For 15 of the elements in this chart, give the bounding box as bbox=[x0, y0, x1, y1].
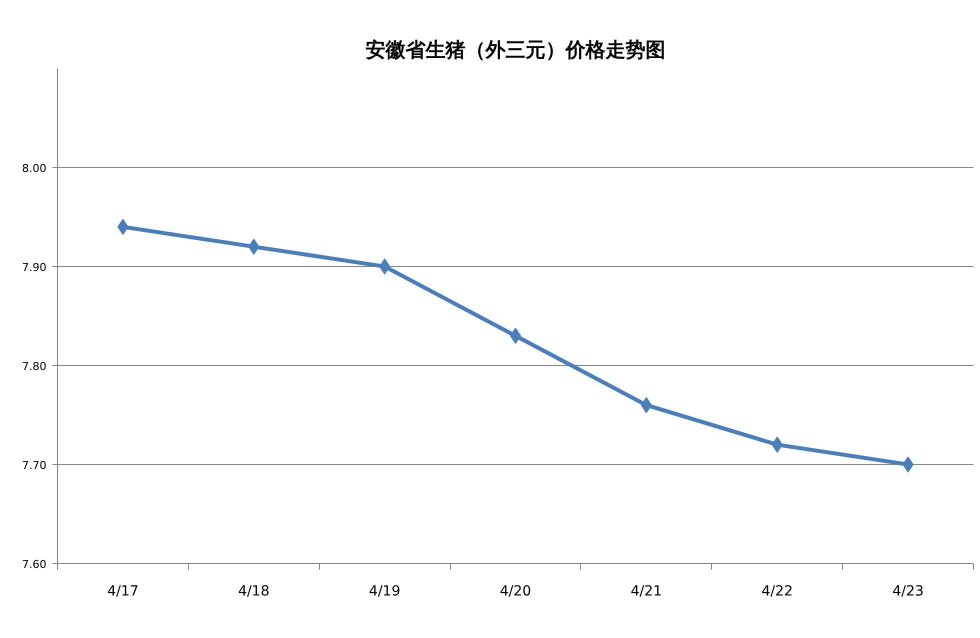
y-tick-label: 7.70 bbox=[22, 459, 47, 472]
x-tick-label: 4/22 bbox=[761, 584, 793, 600]
x-tick-label: 4/19 bbox=[368, 584, 400, 600]
x-tick-label: 4/18 bbox=[238, 584, 270, 600]
x-tick-label: 4/20 bbox=[500, 584, 532, 600]
y-tick-label: 8.00 bbox=[22, 162, 47, 175]
y-tick-label: 7.80 bbox=[22, 360, 47, 373]
y-tick-label: 7.90 bbox=[22, 261, 47, 274]
y-tick-label: 7.60 bbox=[22, 558, 47, 571]
chart-title: 安徽省生猪（外三元）价格走势图 bbox=[366, 38, 666, 62]
x-tick-label: 4/17 bbox=[107, 584, 139, 600]
x-tick-label: 4/21 bbox=[630, 584, 662, 600]
x-tick-label: 4/23 bbox=[892, 584, 924, 600]
point bbox=[379, 258, 390, 274]
point bbox=[902, 456, 914, 472]
